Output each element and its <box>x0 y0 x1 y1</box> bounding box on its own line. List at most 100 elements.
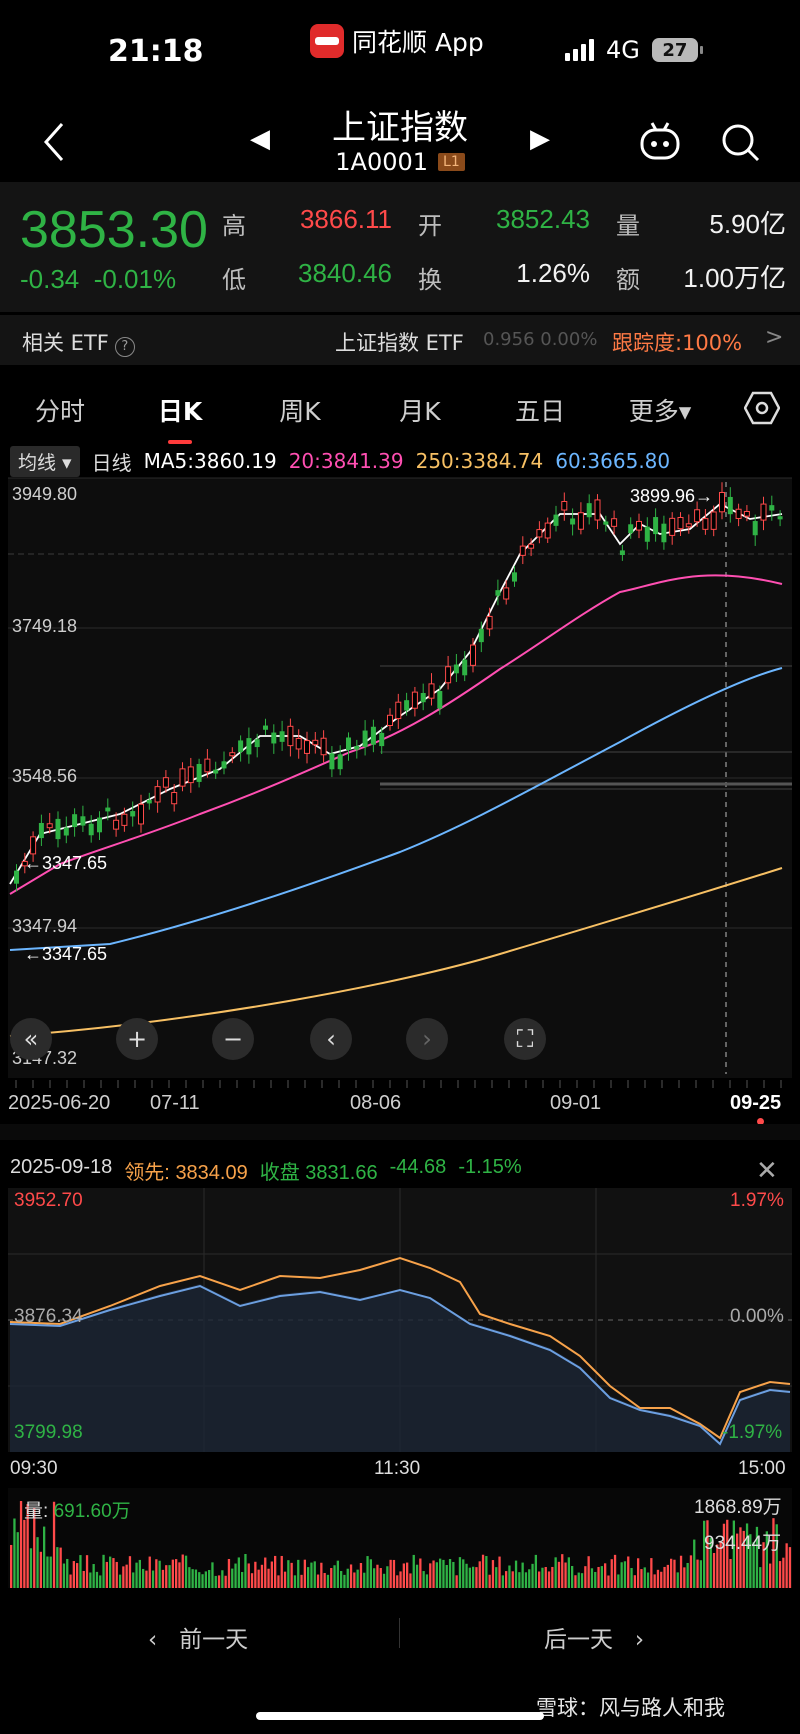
volume-bar <box>475 1567 478 1588</box>
volume-bar <box>363 1572 366 1588</box>
intraday-pct-top: 1.97% <box>730 1190 784 1211</box>
chevron-right-icon: > <box>765 325 784 350</box>
date-label-2: 07-11 <box>150 1092 200 1114</box>
volume-bar <box>277 1575 280 1588</box>
volume-bar <box>254 1561 257 1588</box>
prev-day-button[interactable]: ‹ 前一天 <box>148 1627 249 1653</box>
volume-bar <box>46 1556 49 1588</box>
zoom-in-button[interactable]: + <box>116 1018 158 1060</box>
candle-body <box>354 745 360 750</box>
chart-settings-button[interactable] <box>743 390 781 426</box>
intraday-chart[interactable] <box>0 1186 800 1596</box>
volume-bar <box>26 1504 29 1588</box>
volume-bar <box>155 1559 158 1588</box>
volume-bar <box>128 1556 132 1588</box>
candle-body <box>171 792 178 805</box>
next-day-button[interactable]: 后一天 › <box>544 1627 645 1653</box>
volume-bar <box>749 1534 752 1588</box>
candle-body <box>55 818 61 840</box>
date-label-4: 09-01 <box>550 1092 602 1114</box>
fullscreen-icon: ⛶ <box>516 1025 534 1053</box>
candle-body <box>63 827 69 836</box>
candle-body <box>337 754 343 770</box>
prev-stock-button[interactable]: ◀ <box>250 124 270 154</box>
intraday-pct-mid: 0.00% <box>730 1306 784 1327</box>
candle-body <box>528 543 535 549</box>
volume-bar <box>112 1558 115 1588</box>
help-icon[interactable]: ? <box>114 337 135 357</box>
app-logo-icon <box>310 24 344 58</box>
candle-body <box>719 491 725 513</box>
ma60-line <box>9 667 783 951</box>
volume-bar <box>10 1544 13 1588</box>
kline-chart[interactable]: 3899.96→ ←3347.65 <box>0 474 800 1080</box>
volume-bar <box>676 1572 679 1588</box>
candle-body <box>21 860 28 867</box>
volume-bar <box>105 1561 108 1588</box>
volume-bar <box>19 1500 23 1588</box>
volume-bar <box>234 1563 237 1588</box>
candlesticks <box>14 482 783 892</box>
robot-assistant-button[interactable] <box>636 118 684 166</box>
volume-bar <box>778 1561 782 1588</box>
volume-bar <box>442 1559 445 1588</box>
tab-intraday[interactable]: 分时 <box>34 397 85 426</box>
volume-bar <box>534 1554 537 1588</box>
home-indicator[interactable] <box>256 1712 544 1720</box>
fullscreen-button[interactable]: ⛶ <box>504 1018 546 1060</box>
volume-bar <box>481 1554 485 1588</box>
tab-daily-k[interactable]: 日K <box>120 392 240 444</box>
next-stock-button[interactable]: ▶ <box>530 124 550 154</box>
intraday-lead: 领先: 3834.09 <box>124 1156 247 1185</box>
high-value: 3866.11 <box>299 204 392 234</box>
scroll-right-button[interactable]: › <box>406 1018 448 1060</box>
etf-tracking: 跟踪度:100% <box>612 331 743 355</box>
volume-label-text: 量: <box>24 1501 49 1522</box>
high-label: 高 <box>222 212 246 240</box>
search-button[interactable] <box>718 118 762 166</box>
related-etf-row[interactable]: 相关 ETF? 上证指数 ETF 0.956 0.00% 跟踪度:100% > <box>0 315 800 365</box>
collapse-button[interactable]: « <box>10 1018 52 1060</box>
volume-bar <box>303 1559 306 1588</box>
scroll-left-button[interactable]: ‹ <box>310 1018 352 1060</box>
volume-bar <box>161 1569 165 1588</box>
tab-five-day[interactable]: 五日 <box>514 397 565 426</box>
tab-monthly-k[interactable]: 月K <box>399 397 441 426</box>
volume-bar <box>495 1567 498 1588</box>
volume-bar <box>620 1562 623 1588</box>
ma-selector[interactable]: 均线 ▾ <box>10 445 80 477</box>
zoom-out-button[interactable]: − <box>212 1018 254 1060</box>
volume-top: 1868.89万 <box>694 1497 782 1518</box>
tab-weekly-k[interactable]: 周K <box>279 397 321 426</box>
volume-bar <box>369 1559 372 1588</box>
back-button[interactable] <box>36 118 76 166</box>
volume-bar <box>693 1539 696 1588</box>
candle-body <box>287 725 294 747</box>
volume-bar <box>633 1575 636 1588</box>
volume-bar <box>333 1565 336 1588</box>
volume-bar <box>138 1559 141 1588</box>
volume-bar <box>227 1558 231 1588</box>
volume-bar <box>287 1560 290 1588</box>
volume-bar <box>356 1569 359 1588</box>
volume-bar <box>547 1571 551 1588</box>
tab-more[interactable]: 更多▾ <box>628 397 692 426</box>
volume-bar <box>485 1556 488 1588</box>
candle-body <box>437 691 443 709</box>
candle-body <box>503 587 510 600</box>
status-app-indicator: 同花顺 App <box>310 24 484 58</box>
volume-bar <box>745 1523 749 1588</box>
volume-bar <box>627 1556 630 1588</box>
volume-bar <box>102 1554 105 1588</box>
candle-body <box>661 523 667 543</box>
min-price-marker: ←3347.65 <box>24 853 107 873</box>
close-intraday-button[interactable]: ✕ <box>756 1156 778 1186</box>
volume-bar <box>307 1567 310 1588</box>
y-label-2: 3749.18 <box>12 616 78 636</box>
volume-bar <box>260 1564 264 1588</box>
volume-bar <box>43 1526 46 1588</box>
volume-bar <box>415 1564 419 1588</box>
volume-bar <box>89 1572 92 1588</box>
price-area <box>10 1284 790 1452</box>
volume-bar <box>76 1563 79 1588</box>
